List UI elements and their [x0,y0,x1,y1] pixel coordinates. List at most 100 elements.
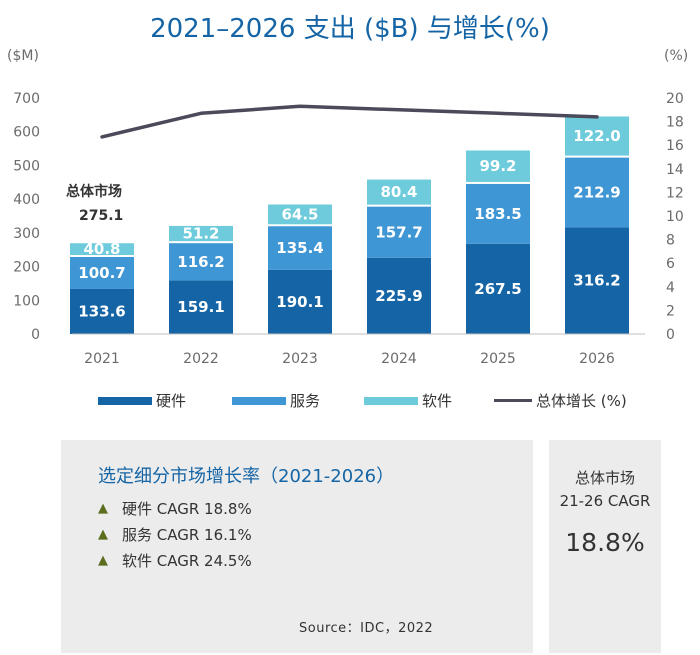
x-tick-label: 2021 [84,351,120,367]
bar-value-label: 116.2 [177,253,224,271]
x-tick-label: 2023 [282,351,318,367]
bar-value-label: 225.9 [375,287,422,305]
y-right-tick-label: 2 [666,303,675,319]
bar-value-label: 212.9 [573,184,620,202]
y-left-tick-label: 0 [31,327,40,343]
y-left-tick-label: 300 [13,226,40,242]
y-right-tick-label: 18 [666,115,684,131]
segment-growth-section: 选定细分市场增长率（2021-2026） ▲ 硬件 CAGR 18.8% ▲ 服… [61,440,517,653]
x-tick-label: 2022 [183,351,219,367]
legend-item-growth: 总体增长 (%) [494,390,627,411]
y-left-tick-label: 500 [13,158,40,174]
cagr-item-software: ▲ 软件 CAGR 24.5% [98,550,252,571]
bar-hardware-2022 [169,280,233,334]
bar-software-2022 [169,225,233,242]
growth-line-layer [100,104,599,139]
bar-value-label: 183.5 [474,205,521,223]
bar-hardware-2026 [565,227,629,334]
bar-value-label: 80.4 [380,183,417,201]
bar-software-2026 [565,116,629,156]
up-triangle-icon: ▲ [98,501,108,516]
x-tick-label: 2024 [381,351,417,367]
y-right-tick-label: 0 [666,327,675,343]
chart-title: 2021–2026 支出 ($B) 与增长(%) [150,14,550,44]
y-left-tick-label: 600 [13,125,40,141]
up-triangle-icon: ▲ [98,553,108,568]
legend-swatch-software [364,396,418,405]
overall-cagr-section: 总体市场 21-26 CAGR 18.8% [549,440,661,653]
y-left-unit-label: ($M) [7,48,39,64]
cagr-item-services: ▲ 服务 CAGR 16.1% [98,524,252,545]
bar-value-label: 40.8 [83,240,120,258]
bar-hardware-2021 [70,288,134,334]
y-right-tick-label: 12 [666,185,684,201]
legend-item-hardware: 硬件 [98,390,186,411]
bar-value-label: 99.2 [479,157,516,175]
bar-value-label: 122.0 [573,127,620,145]
bar-value-label: 190.1 [276,293,323,311]
cagr-item-label: 服务 CAGR 16.1% [122,526,252,544]
chart-legend: 硬件 服务 软件 总体增长 (%) [0,390,700,414]
bar-software-2023 [268,204,332,225]
cagr-panel: 选定细分市场增长率（2021-2026） ▲ 硬件 CAGR 18.8% ▲ 服… [61,440,661,653]
axis-layer: 2021 2022 2023 2024 2025 20260100200300400500… [7,48,688,367]
x-tick-label: 2026 [579,351,615,367]
panel-divider [533,440,549,653]
x-tick-label: 2025 [480,351,516,367]
market-annotation-value: 275.1 [79,208,123,224]
y-right-unit-label: (%) [664,48,688,64]
legend-label-software: 软件 [422,392,453,410]
bar-value-label: 64.5 [281,205,318,223]
bar-value-label: 51.2 [182,225,219,243]
bar-value-label: 157.7 [375,223,422,241]
cagr-item-hardware: ▲ 硬件 CAGR 18.8% [98,498,252,519]
cagr-item-label: 软件 CAGR 24.5% [122,552,252,570]
bar-services-2024 [367,206,431,258]
bar-software-2025 [466,150,530,182]
bar-value-label: 159.1 [177,298,224,316]
bar-value-label: 135.4 [276,239,323,257]
y-right-tick-label: 4 [666,280,675,296]
bar-services-2021 [70,257,134,289]
bar-layer [70,116,629,334]
overall-cagr-value: 18.8% [565,528,645,557]
y-left-tick-label: 400 [13,192,40,208]
cagr-item-label: 硬件 CAGR 18.8% [122,500,252,518]
legend-label-hardware: 硬件 [156,392,187,410]
source-note: Source：IDC，2022 [299,621,434,636]
y-right-tick-label: 20 [666,91,684,107]
legend-label-services: 服务 [290,392,321,410]
overall-market-label: 总体市场 [574,469,635,487]
legend-swatch-services [232,396,286,405]
bar-value-label: 267.5 [474,280,521,298]
panel-title: 选定细分市场增长率（2021-2026） [98,466,395,487]
bar-services-2022 [169,243,233,281]
bar-services-2023 [268,226,332,270]
legend-swatch-hardware [98,396,152,405]
bar-software-2024 [367,179,431,205]
bar-hardware-2025 [466,243,530,334]
y-right-tick-label: 10 [666,209,684,225]
bar-software-2021 [70,243,134,256]
chart-canvas: 133.6100.740.8159.1116.251.2190.1135.464… [7,48,688,367]
bar-services-2025 [466,183,530,244]
overall-cagr-label: 21-26 CAGR [559,492,651,510]
legend-item-software: 软件 [364,390,452,411]
bar-hardware-2023 [268,269,332,334]
legend-label-growth: 总体增长 (%) [536,392,627,410]
label-layer: 133.6 100.7 40.8 159.1 116.2 51.2 190.1 135.4 64… [78,127,620,320]
y-left-tick-label: 700 [13,91,40,107]
y-left-tick-label: 200 [13,260,40,276]
bar-value-label: 133.6 [78,302,125,320]
y-right-tick-label: 14 [666,162,684,178]
bar-services-2026 [565,157,629,228]
legend-swatch-growth [494,399,532,402]
y-right-tick-label: 6 [666,256,675,272]
y-right-tick-label: 16 [666,138,684,154]
bar-hardware-2024 [367,257,431,334]
y-left-tick-label: 100 [13,293,40,309]
bar-value-label: 100.7 [78,264,125,282]
bar-value-label: 316.2 [573,272,620,290]
market-annotation-label: 总体市场 [66,183,122,200]
growth-line [100,104,599,139]
